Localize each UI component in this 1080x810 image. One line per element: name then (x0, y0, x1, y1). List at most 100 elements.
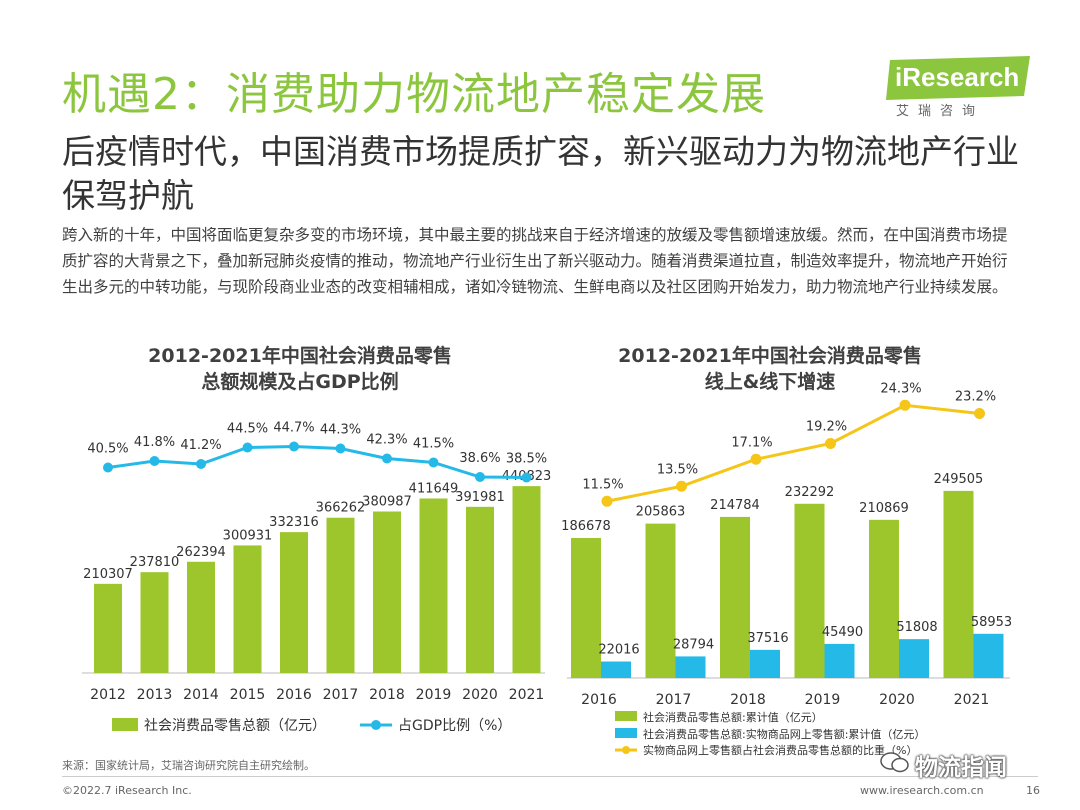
bar-online-2020 (899, 639, 929, 678)
bar-retail-2015 (233, 545, 262, 673)
copyright: ©2022.7 iResearch Inc. (62, 784, 192, 797)
x-tick-2017: 2017 (656, 692, 692, 708)
point-label-2018: 17.1% (731, 435, 772, 450)
point-share-2016 (601, 495, 613, 507)
x-tick-2020: 2020 (462, 687, 498, 703)
bar-total-2020 (869, 519, 899, 678)
bar-online-2016 (601, 661, 631, 678)
point-gdp-2019 (428, 457, 439, 468)
point-gdp-2020 (475, 472, 485, 482)
bar-label-2019: 411649 (409, 481, 459, 496)
bar-retail-2013 (140, 572, 169, 673)
chart1-title-line2: 总额规模及占GDP比例 (201, 370, 398, 393)
legend-marker-gdp (371, 720, 381, 730)
bar-label-2018: 380987 (362, 494, 412, 509)
point-label-2016: 11.5% (582, 477, 623, 492)
x-tick-2014: 2014 (183, 687, 219, 703)
site-url: www.iresearch.com.cn (860, 784, 984, 797)
x-tick-2020: 2020 (879, 692, 915, 708)
legend-marker-share (622, 746, 630, 754)
point-gdp-2014 (196, 459, 206, 469)
bar-online-2017 (675, 656, 706, 678)
point-label-2020: 24.3% (880, 381, 921, 396)
bar-total-2021 (943, 490, 974, 678)
page-title: 机遇2：消费助力物流地产稳定发展 (62, 69, 766, 120)
bar-label-2014: 262394 (176, 545, 226, 560)
bar-retail-2016 (280, 532, 308, 673)
bar-retail-2020 (466, 506, 494, 673)
point-share-2021 (974, 408, 985, 419)
point-label-2017: 44.3% (320, 423, 361, 438)
bar-label-2012: 210307 (83, 567, 133, 582)
legend-label-online: 社会消费品零售总额:实物商品网上零售额:累计值（亿元） (643, 727, 925, 741)
point-label-2021: 38.5% (506, 452, 547, 467)
point-gdp-2018 (382, 453, 392, 464)
bar-label-2020: 391981 (455, 490, 505, 505)
line-online-share (606, 403, 980, 503)
point-label-2021: 23.2% (955, 390, 996, 405)
bar-total-label-2019: 232292 (785, 485, 835, 500)
bar-total-2017 (645, 523, 676, 678)
x-tick-2019: 2019 (416, 687, 452, 703)
line-gdp-ratio (107, 444, 527, 479)
bar-label-2017: 366262 (316, 501, 366, 516)
bar-total-2018 (720, 516, 750, 678)
point-share-2017 (676, 480, 687, 492)
chart2-title-line2: 线上&线下增速 (705, 370, 836, 393)
bar-retail-2012 (94, 583, 122, 673)
x-tick-2019: 2019 (805, 692, 841, 708)
point-label-2015: 44.5% (227, 422, 268, 437)
bar-total-label-2020: 210869 (859, 501, 909, 516)
legend-swatch-total (615, 711, 637, 721)
point-label-2019: 41.5% (413, 437, 454, 452)
bar-total-2016 (571, 537, 601, 678)
legend-label-total: 社会消费品零售总额:累计值（亿元） (643, 710, 823, 724)
point-share-2020 (899, 399, 911, 411)
body-paragraph: 跨入新的十年，中国将面临更复杂多变的市场环境，其中最主要的挑战来自于经济增速的放… (62, 226, 1008, 296)
point-label-2017: 13.5% (657, 462, 698, 477)
watermark: 物流指闻 (915, 755, 1007, 781)
bar-total-label-2017: 205863 (636, 505, 686, 520)
point-gdp-2016 (289, 441, 299, 452)
bar-label-2016: 332316 (269, 515, 319, 530)
logo-name: iResearch (895, 62, 1020, 92)
x-tick-2016: 2016 (581, 692, 617, 708)
x-tick-2013: 2013 (137, 687, 173, 703)
bar-retail-2017 (326, 517, 355, 673)
iresearch-logo (886, 56, 1030, 100)
bar-total-2019 (794, 503, 825, 678)
point-label-2019: 19.2% (806, 420, 847, 435)
source-note: 来源：国家统计局，艾瑞咨询研究院自主研究绘制。 (62, 759, 315, 772)
bar-online-label-2017: 28794 (673, 637, 714, 652)
bar-label-2013: 237810 (130, 555, 180, 570)
bar-online-2019 (824, 643, 855, 678)
bar-online-label-2016: 22016 (598, 642, 639, 657)
chart-online-offline: 2012-2021年中国社会消费品零售 线上&线下增速 186678 22016 2… (561, 344, 1012, 757)
point-share-2018 (750, 453, 762, 465)
x-tick-2012: 2012 (90, 687, 126, 703)
point-label-2016: 44.7% (273, 421, 314, 436)
bar-online-label-2021: 58953 (971, 615, 1012, 630)
point-label-2020: 38.6% (459, 451, 500, 466)
x-tick-2016: 2016 (276, 687, 312, 703)
x-tick-2018: 2018 (369, 687, 405, 703)
chart2-title-line1: 2012-2021年中国社会消费品零售 (618, 344, 922, 367)
chart-retail-gdp: 2012-2021年中国社会消费品零售 总额规模及占GDP比例 210307 20… (82, 344, 551, 734)
point-gdp-2017 (335, 443, 346, 454)
bar-retail-2014 (187, 561, 215, 673)
x-tick-2021: 2021 (954, 692, 990, 708)
legend-label-share: 实物商品网上零售额占社会消费品零售总额的比重（%） (643, 743, 917, 757)
bar-retail-2021 (512, 486, 541, 673)
point-gdp-2013 (149, 456, 160, 466)
page-number: 16 (1026, 784, 1040, 797)
point-gdp-2012 (103, 462, 113, 473)
x-tick-2017: 2017 (323, 687, 359, 703)
bar-total-label-2016: 186678 (561, 519, 611, 534)
point-label-2018: 42.3% (366, 433, 407, 448)
legend-label-retail: 社会消费品零售总额（亿元） (144, 718, 326, 734)
bar-online-label-2020: 51808 (896, 620, 937, 635)
chart1-title-line1: 2012-2021年中国社会消费品零售 (148, 344, 452, 367)
logo-subtitle: 艾瑞咨询 (896, 104, 985, 119)
bar-online-label-2018: 37516 (747, 631, 788, 646)
bar-label-2015: 300931 (223, 528, 273, 543)
